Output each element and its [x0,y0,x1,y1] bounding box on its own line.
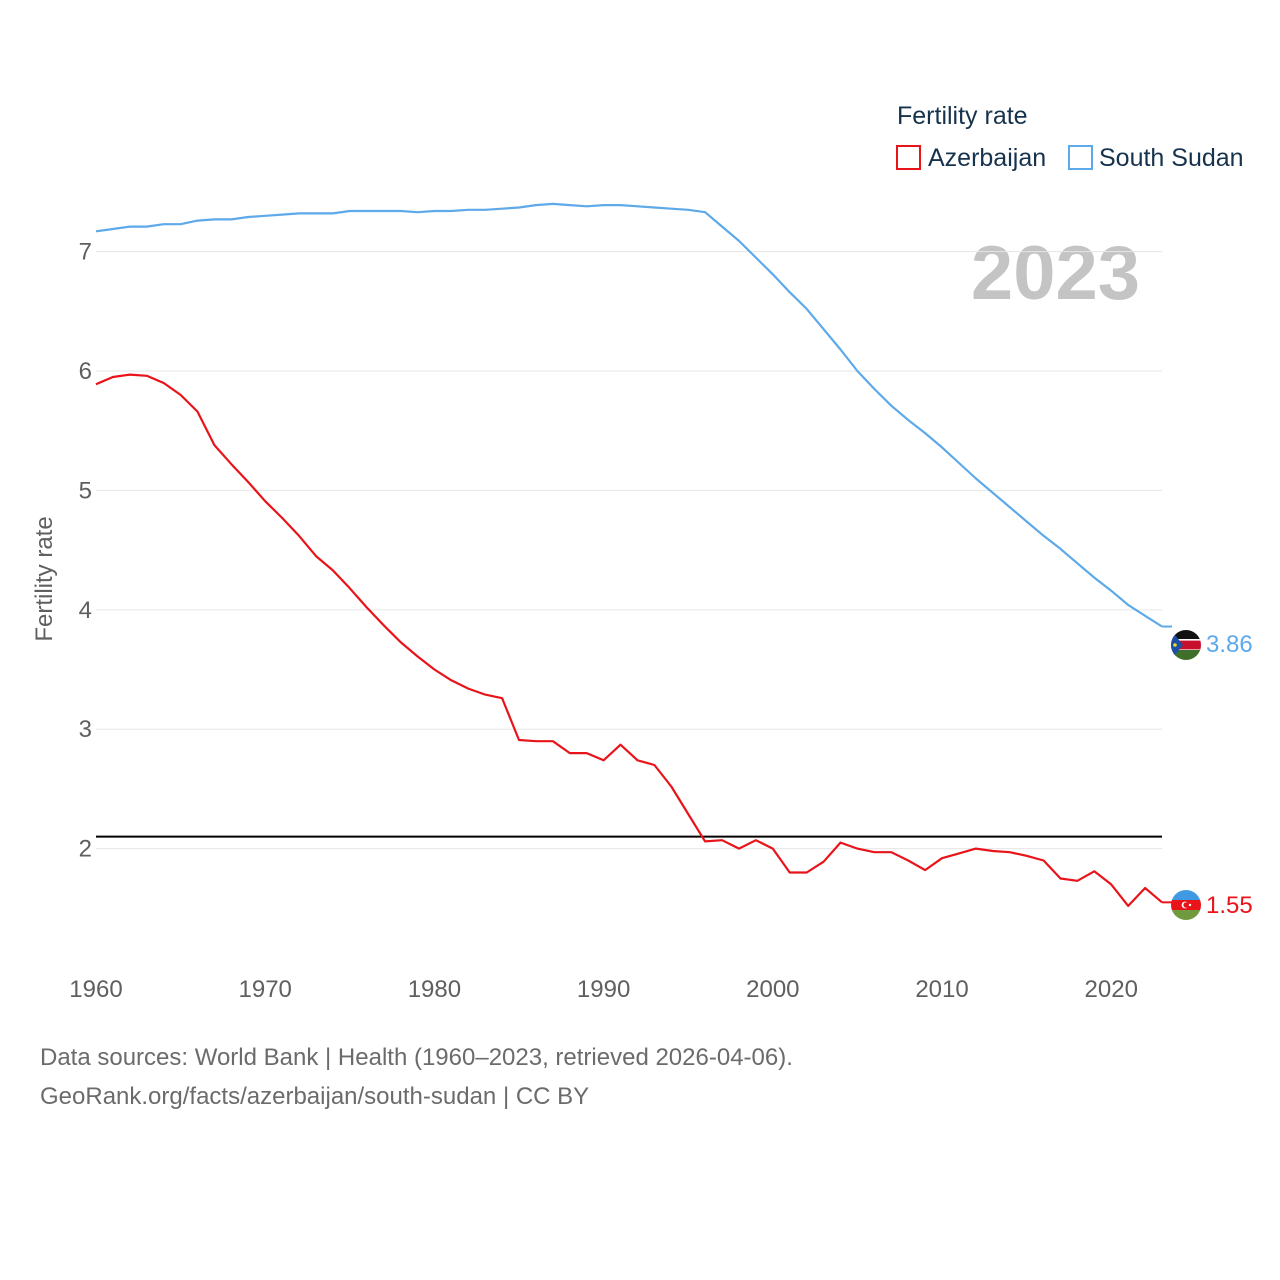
y-axis-ticks: 2 3 4 5 6 7 [79,239,92,863]
series-line-south-sudan[interactable] [95,202,1163,628]
legend-title: Fertility rate [897,102,1028,130]
legend-label-south-sudan: South Sudan [1099,144,1244,172]
y-tick-label-6: 6 [79,358,92,385]
y-axis-title: Fertility rate [31,516,58,641]
legend-swatch-azerbaijan [896,145,921,170]
legend-label-azerbaijan: Azerbaijan [928,144,1046,172]
y-tick-label-2: 2 [79,836,92,863]
x-tick-label-1980: 1980 [408,976,461,1003]
gridlines [96,251,1162,850]
y-tick-label-5: 5 [79,477,92,504]
x-axis-ticks: 1960 1970 1980 1990 2000 2010 2020 [69,976,1138,1003]
current-year-label: 2023 [971,231,1140,316]
azerbaijan-flag-icon [1171,890,1201,920]
south-sudan-end-value: 3.86 [1206,631,1253,658]
y-tick-label-7: 7 [79,239,92,266]
series-line-azerbaijan[interactable] [95,373,1163,908]
x-tick-label-2020: 2020 [1085,976,1138,1003]
legend-item-azerbaijan[interactable]: Azerbaijan [896,144,1046,172]
x-tick-label-1960: 1960 [69,976,122,1003]
x-tick-label-2000: 2000 [746,976,799,1003]
series-lines [95,202,1172,908]
azerbaijan-end-value: 1.55 [1206,892,1253,919]
x-tick-label-1990: 1990 [577,976,630,1003]
fertility-chart: Fertility rate Azerbaijan South Sudan 20… [31,102,1253,1003]
south-sudan-flag-icon [1171,630,1201,660]
x-tick-label-2010: 2010 [915,976,968,1003]
y-tick-label-3: 3 [79,716,92,743]
source-citation: Data sources: World Bank | Health (1960–… [40,1044,793,1071]
legend-item-south-sudan[interactable]: South Sudan [1068,144,1244,172]
source-link[interactable]: GeoRank.org/facts/azerbaijan/south-sudan… [40,1083,590,1110]
x-tick-label-1970: 1970 [239,976,292,1003]
legend-swatch-south-sudan [1068,145,1093,170]
y-tick-label-4: 4 [79,597,92,624]
